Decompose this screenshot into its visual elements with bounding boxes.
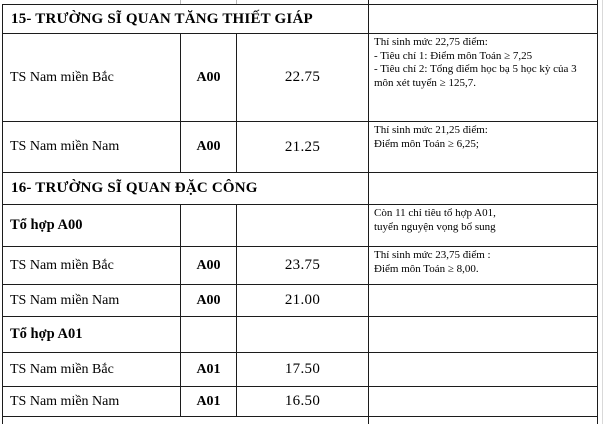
note-cell (369, 285, 597, 316)
score-cell: 21.25 (237, 122, 369, 172)
gridline-top-col3 (368, 0, 369, 5)
criteria-cell: Tổ hợp A00 (3, 205, 181, 246)
note-cell (369, 387, 597, 416)
gridline-top-col1 (180, 0, 181, 4)
data-row: TS Nam miền Nam A00 21.25 Thí sinh mức 21,2… (3, 122, 597, 173)
criteria-cell: TS Nam miền Nam (3, 285, 181, 316)
group-row: Tổ hợp A01 (3, 317, 597, 353)
partial-left-cell (3, 417, 369, 424)
criteria-cell: Tổ hợp A01 (3, 317, 181, 352)
criteria-cell: TS Nam miền Bắc (3, 353, 181, 386)
score-cell (237, 317, 369, 352)
combination-cell: A00 (181, 247, 237, 284)
note-cell (369, 5, 597, 33)
section-row: 16- TRƯỜNG SĨ QUAN ĐẶC CÔNG (3, 173, 597, 205)
note-cell: Thí sinh mức 21,25 điểm: Điểm môn Toán ≥… (374, 124, 488, 150)
section-row: 15- TRƯỜNG SĨ QUAN TĂNG THIẾT GIÁP (3, 5, 597, 34)
criteria-cell: TS Nam miền Nam (3, 122, 181, 172)
score-cell (237, 205, 369, 246)
partial-next-row (3, 417, 597, 424)
gridline-right-edge (602, 0, 603, 424)
note-cell (369, 317, 597, 352)
score-cell: 23.75 (237, 247, 369, 284)
combination-cell: A00 (181, 34, 237, 121)
combination-cell: A00 (181, 122, 237, 172)
section-title-cell: 16- TRƯỜNG SĨ QUAN ĐẶC CÔNG (3, 173, 369, 204)
data-row: TS Nam miền Bắc A00 23.75 Thí sinh mức 23,7… (3, 247, 597, 285)
criteria-cell: TS Nam miền Bắc (3, 247, 181, 284)
criteria-cell: TS Nam miền Nam (3, 387, 181, 416)
data-row: TS Nam miền Nam A00 21.00 (3, 285, 597, 317)
score-cell: 22.75 (237, 34, 369, 121)
data-row: TS Nam miền Nam A01 16.50 (3, 387, 597, 417)
combination-cell: A01 (181, 353, 237, 386)
note-cell: Thí sinh mức 23,75 điểm : Điểm môn Toán … (374, 249, 491, 275)
combination-cell: A00 (181, 285, 237, 316)
note-cell (369, 353, 597, 386)
score-cell: 16.50 (237, 387, 369, 416)
data-row: TS Nam miền Bắc A00 22.75 Thí sinh mức 22,7… (3, 34, 597, 122)
admission-score-table: 15- TRƯỜNG SĨ QUAN TĂNG THIẾT GIÁP TS Nam… (2, 4, 598, 424)
data-row: TS Nam miền Bắc A01 17.50 (3, 353, 597, 387)
note-cell: Còn 11 chỉ tiêu tổ hợp A01, tuyển nguyện… (374, 207, 496, 233)
combination-cell (181, 205, 237, 246)
section-title-cell: 15- TRƯỜNG SĨ QUAN TĂNG THIẾT GIÁP (3, 5, 369, 33)
note-cell: Thí sinh mức 22,75 điểm: - Tiêu chí 1: Đ… (374, 36, 577, 89)
combination-cell (181, 317, 237, 352)
partial-note-cell (369, 417, 597, 424)
gridline-top-col2 (236, 0, 237, 4)
note-cell (369, 173, 597, 204)
group-row: Tổ hợp A00 Còn 11 chỉ tiêu tổ hợp A01, tu… (3, 205, 597, 247)
criteria-cell: TS Nam miền Bắc (3, 34, 181, 121)
combination-cell: A01 (181, 387, 237, 416)
score-cell: 21.00 (237, 285, 369, 316)
score-cell: 17.50 (237, 353, 369, 386)
gridline-top-right (597, 0, 598, 5)
